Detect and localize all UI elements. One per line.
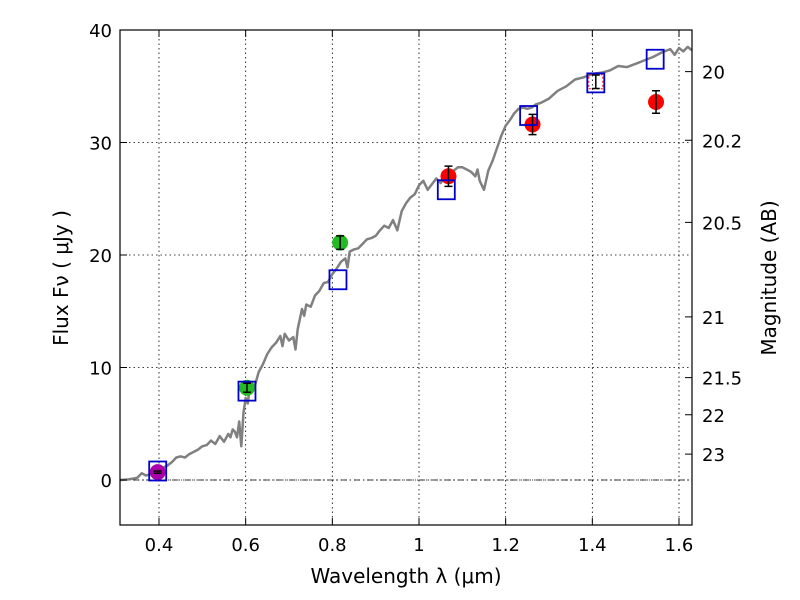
observed-marker-open — [588, 74, 604, 90]
model-point — [148, 460, 168, 482]
x-tick-label: 1.2 — [491, 535, 520, 556]
y2-tick-label: 21.5 — [702, 369, 742, 390]
y2-tick-label: 20.5 — [702, 213, 742, 234]
axis-ticks: 0.4 0.6 0.8 1 1.2 1.4 1.6 0 10 20 30 40 20 20.2 20.5 21… — [89, 21, 742, 556]
y2-axis-label: Magnitude (AB) — [757, 200, 781, 355]
y2-tick-label: 22 — [702, 406, 725, 427]
x-tick-label: 0.6 — [231, 535, 260, 556]
y-tick-label: 40 — [89, 21, 112, 42]
y2-tick-label: 20 — [702, 63, 725, 84]
y-tick-label: 30 — [89, 134, 112, 155]
x-tick-label: 1 — [413, 535, 424, 556]
model-point — [436, 179, 456, 201]
y-tick-label: 10 — [89, 359, 112, 380]
y-tick-label: 20 — [89, 246, 112, 267]
model-point — [645, 48, 665, 70]
plot-frame — [119, 29, 693, 526]
x-tick-label: 0.4 — [145, 535, 174, 556]
x-tick-label: 0.8 — [318, 535, 347, 556]
grid-lines — [120, 29, 692, 525]
y2-tick-label: 23 — [702, 445, 725, 466]
model-spectrum-line — [119, 45, 693, 482]
model-point — [586, 72, 606, 94]
model-point — [237, 380, 257, 402]
y-tick-label: 0 — [101, 471, 112, 492]
y2-tick-label: 20.2 — [702, 131, 742, 152]
y2-tick-label: 21 — [702, 308, 725, 329]
y-axis-label: Flux Fν ( μJy ) — [49, 210, 73, 346]
model-point — [519, 105, 539, 126]
x-axis-label: Wavelength λ (μm) — [310, 564, 501, 588]
x-tick-label: 1.4 — [578, 535, 607, 556]
data-points — [148, 48, 665, 482]
model-point — [328, 269, 348, 291]
x-tick-label: 1.6 — [665, 535, 694, 556]
